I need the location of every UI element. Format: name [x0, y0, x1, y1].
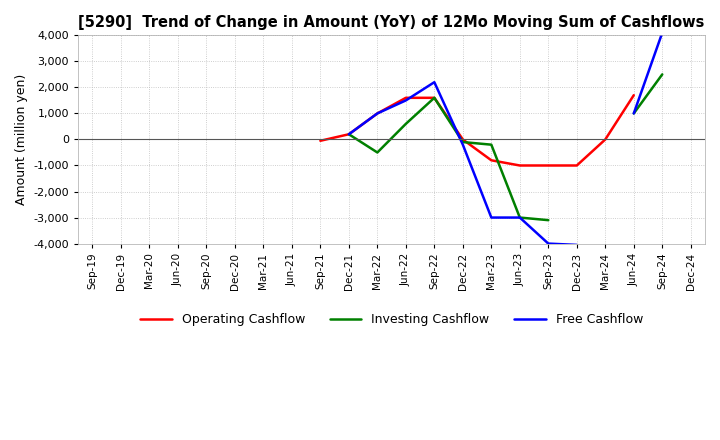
Investing Cashflow — [544, 217, 553, 223]
Legend: Operating Cashflow, Investing Cashflow, Free Cashflow: Operating Cashflow, Investing Cashflow, … — [135, 308, 648, 331]
Line: Free Cashflow: Free Cashflow — [349, 82, 577, 245]
Free Cashflow — [516, 215, 524, 220]
Free Cashflow — [402, 98, 410, 103]
Operating Cashflow — [601, 137, 610, 142]
Operating Cashflow — [487, 158, 495, 163]
Investing Cashflow — [402, 121, 410, 126]
Free Cashflow — [572, 242, 581, 248]
Operating Cashflow — [459, 137, 467, 142]
Free Cashflow — [544, 241, 553, 246]
Operating Cashflow — [430, 95, 438, 100]
Operating Cashflow — [572, 163, 581, 168]
Operating Cashflow — [544, 163, 553, 168]
Investing Cashflow — [459, 139, 467, 145]
Operating Cashflow — [516, 163, 524, 168]
Investing Cashflow — [430, 95, 438, 100]
Free Cashflow — [430, 80, 438, 85]
Investing Cashflow — [345, 132, 354, 137]
Investing Cashflow — [373, 150, 382, 155]
Line: Operating Cashflow: Operating Cashflow — [320, 95, 634, 165]
Investing Cashflow — [487, 142, 495, 147]
Title: [5290]  Trend of Change in Amount (YoY) of 12Mo Moving Sum of Cashflows: [5290] Trend of Change in Amount (YoY) o… — [78, 15, 705, 30]
Operating Cashflow — [373, 111, 382, 116]
Operating Cashflow — [345, 132, 354, 137]
Y-axis label: Amount (million yen): Amount (million yen) — [15, 74, 28, 205]
Operating Cashflow — [629, 92, 638, 98]
Operating Cashflow — [402, 95, 410, 100]
Line: Investing Cashflow: Investing Cashflow — [349, 98, 549, 220]
Operating Cashflow — [316, 138, 325, 143]
Investing Cashflow — [516, 215, 524, 220]
Free Cashflow — [487, 215, 495, 220]
Free Cashflow — [373, 111, 382, 116]
Free Cashflow — [345, 132, 354, 137]
Free Cashflow — [459, 142, 467, 147]
